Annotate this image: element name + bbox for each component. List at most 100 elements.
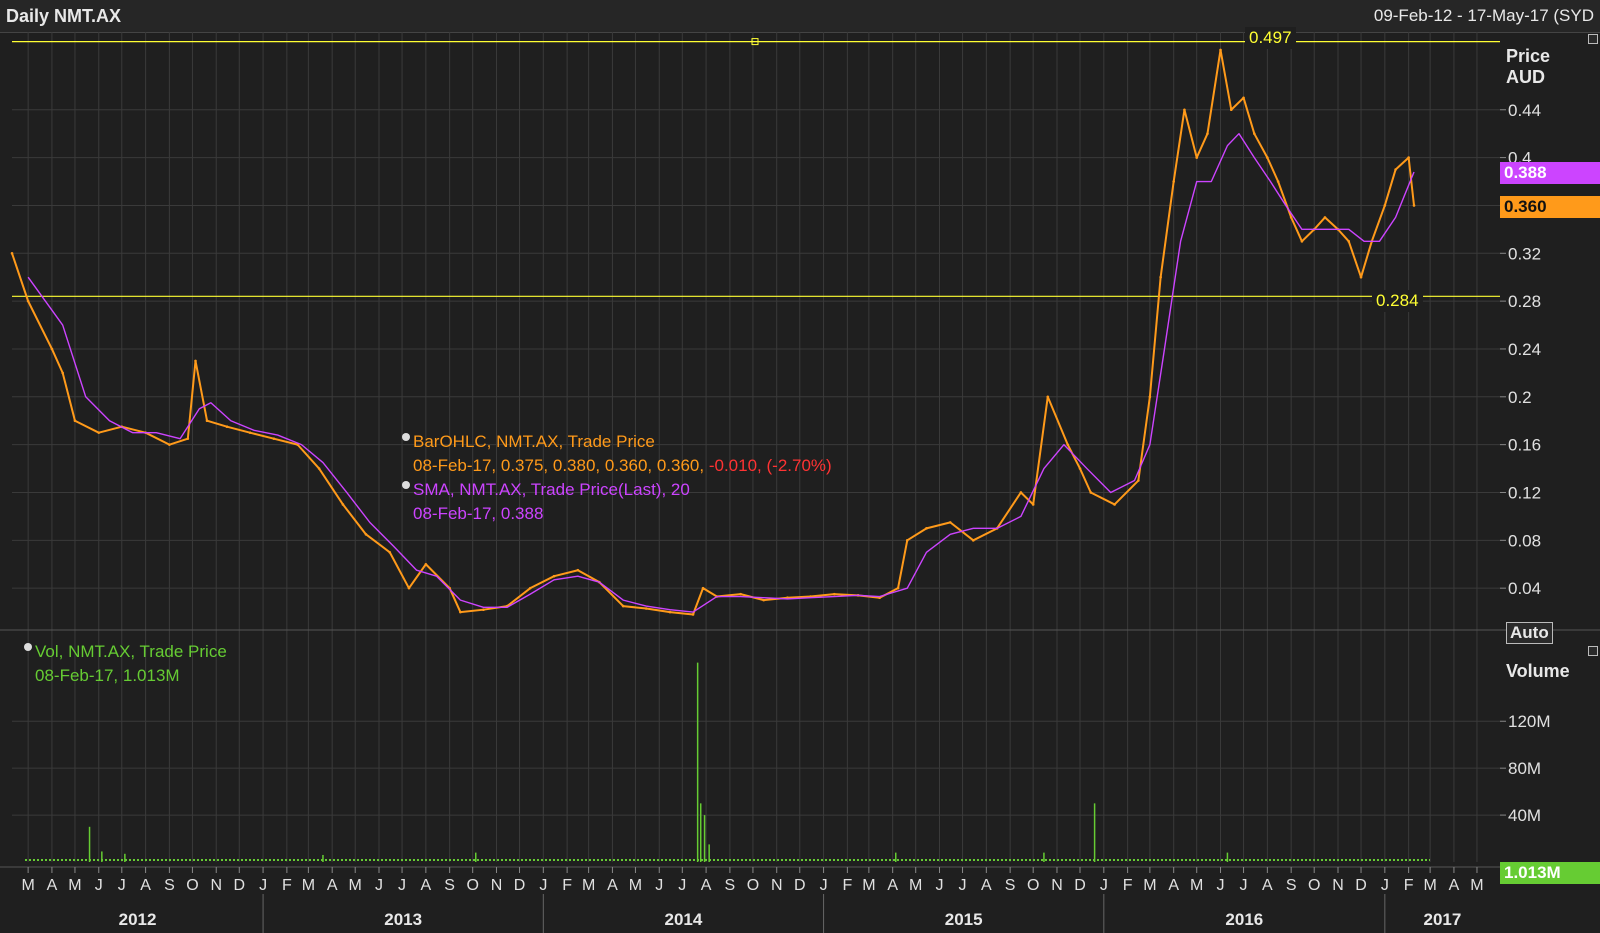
month-label: O xyxy=(747,877,759,894)
price-point xyxy=(1407,156,1410,159)
high-level-handle xyxy=(751,38,759,46)
price-point xyxy=(1219,48,1222,52)
month-label: O xyxy=(466,877,478,894)
price-tick-label: 0.12 xyxy=(1508,483,1541,502)
volume-axis-ticks: 40M 80M 120M xyxy=(1500,712,1551,825)
price-point xyxy=(341,503,345,506)
volume-tick-label: 40M xyxy=(1508,806,1541,825)
month-label: S xyxy=(725,877,736,894)
month-label: F xyxy=(1404,877,1414,894)
price-point xyxy=(1137,479,1140,482)
price-legend[interactable]: BarOHLC, NMT.AX, Trade Price 08-Feb-17, … xyxy=(402,430,832,526)
price-point xyxy=(10,251,14,255)
month-label: J xyxy=(1217,877,1225,894)
volume-legend[interactable]: Vol, NMT.AX, Trade Price 08-Feb-17, 1.01… xyxy=(24,640,227,688)
month-label: J xyxy=(259,877,267,894)
month-label: A xyxy=(1449,877,1460,894)
month-label: A xyxy=(1168,877,1179,894)
price-point xyxy=(1383,204,1387,207)
auto-scale-button[interactable]: Auto xyxy=(1506,622,1553,644)
price-point xyxy=(1394,168,1397,171)
price-point xyxy=(1412,204,1416,207)
month-label: M xyxy=(862,877,875,894)
price-tick-label: 0.24 xyxy=(1508,340,1541,359)
month-label: A xyxy=(981,877,992,894)
month-label: S xyxy=(444,877,455,894)
price-point xyxy=(1289,216,1293,219)
volume-tick-label: 120M xyxy=(1508,712,1551,731)
month-label: O xyxy=(1027,877,1039,894)
price-point xyxy=(691,613,695,616)
price-point xyxy=(61,371,64,375)
price-point xyxy=(50,347,54,351)
month-label: F xyxy=(562,877,572,894)
legend-dot-icon[interactable] xyxy=(402,481,410,489)
price-point xyxy=(1300,240,1304,243)
year-label: 2016 xyxy=(1225,910,1263,929)
month-label: F xyxy=(1123,877,1133,894)
price-point xyxy=(26,299,30,303)
price-tick-label: 0.44 xyxy=(1508,101,1541,120)
price-point xyxy=(1046,395,1050,399)
price-point xyxy=(1347,240,1351,243)
price-series xyxy=(10,48,1416,616)
price-point xyxy=(248,431,252,434)
month-label: F xyxy=(842,877,852,894)
legend-dot-icon[interactable] xyxy=(24,643,32,651)
month-label: O xyxy=(1308,877,1320,894)
price-point xyxy=(482,608,485,611)
price-point xyxy=(1089,491,1093,494)
price-point xyxy=(621,604,625,608)
price-point xyxy=(1266,156,1269,159)
price-point xyxy=(168,443,171,446)
price-point xyxy=(1019,491,1023,494)
legend-dot-icon[interactable] xyxy=(402,433,410,441)
month-label: N xyxy=(771,877,783,894)
vol-legend-title: Vol, NMT.AX, Trade Price xyxy=(35,642,227,661)
price-axis-title-line2: AUD xyxy=(1506,67,1545,87)
month-label: M xyxy=(21,877,34,894)
month-label: M xyxy=(68,877,81,894)
price-point xyxy=(948,521,952,524)
month-label: F xyxy=(282,877,292,894)
month-label: D xyxy=(1355,877,1367,894)
price-point xyxy=(194,359,197,363)
month-label: M xyxy=(302,877,315,894)
volume-tick-label: 80M xyxy=(1508,759,1541,778)
price-point xyxy=(528,586,532,590)
price-point xyxy=(225,425,229,429)
price-tick-label: 0.16 xyxy=(1508,436,1541,455)
year-label: 2012 xyxy=(119,910,157,929)
month-label: J xyxy=(959,877,967,894)
bar-legend-values: 08-Feb-17, 0.375, 0.380, 0.360, 0.360, xyxy=(413,456,705,475)
year-label: 2017 xyxy=(1424,910,1462,929)
volume-panel-minimize-icon[interactable] xyxy=(1588,646,1598,656)
month-label: A xyxy=(1262,877,1273,894)
month-label: A xyxy=(887,877,898,894)
chart-canvas[interactable]: 0.040.080.120.160.20.240.280.320.360.40.… xyxy=(0,32,1600,933)
price-point xyxy=(73,419,77,423)
price-point xyxy=(971,539,975,542)
month-label: A xyxy=(140,877,151,894)
vol-legend-values: 08-Feb-17, 1.013M xyxy=(35,666,180,685)
price-point xyxy=(388,550,392,554)
price-point xyxy=(576,568,580,572)
month-label: J xyxy=(1381,877,1389,894)
sma-legend-values: 08-Feb-17, 0.388 xyxy=(413,504,544,523)
month-label: J xyxy=(375,877,383,894)
price-point xyxy=(407,586,411,590)
price-point xyxy=(644,607,648,610)
price-point xyxy=(1229,108,1233,112)
month-label: N xyxy=(1051,877,1063,894)
price-axis-title-line1: Price xyxy=(1506,46,1551,66)
price-point xyxy=(833,592,836,596)
price-point xyxy=(1359,275,1363,279)
year-label: 2014 xyxy=(665,910,703,929)
price-point xyxy=(97,431,101,434)
price-point xyxy=(1183,108,1186,112)
price-tick-label: 0.32 xyxy=(1508,244,1541,263)
price-point xyxy=(762,598,765,602)
price-panel-minimize-icon[interactable] xyxy=(1588,34,1598,44)
price-point xyxy=(1276,180,1280,183)
